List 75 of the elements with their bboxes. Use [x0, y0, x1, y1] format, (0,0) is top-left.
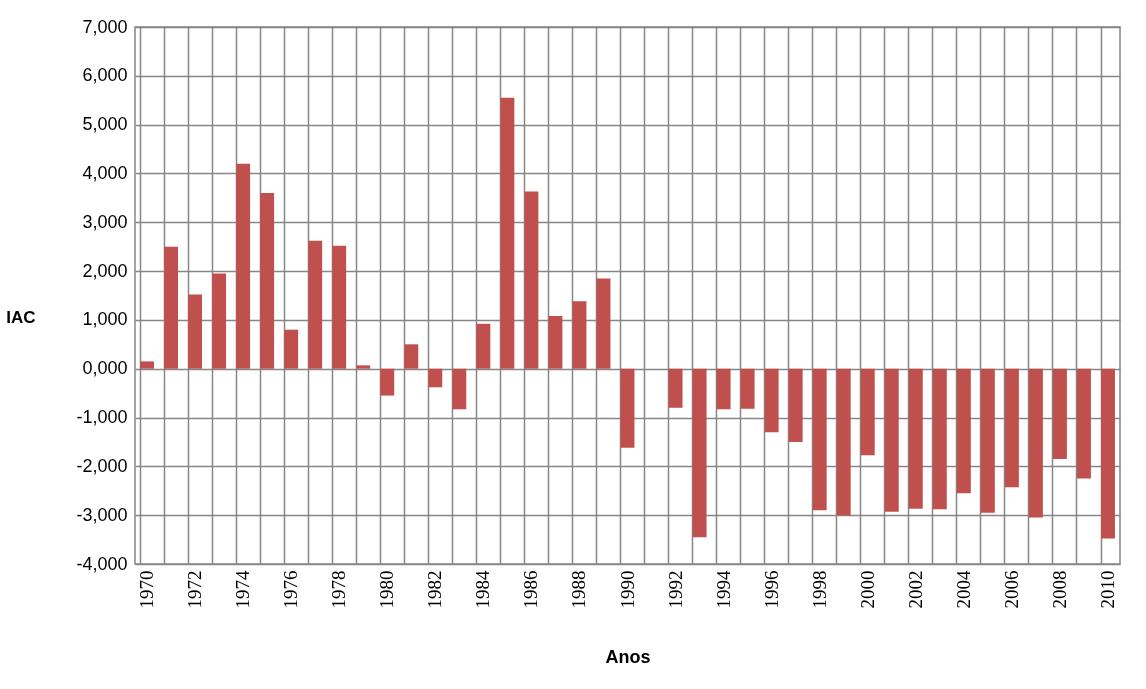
bar — [1028, 368, 1043, 518]
x-tick-label: 2004 — [952, 570, 974, 609]
x-tick-label: 1988 — [568, 570, 590, 609]
bar — [620, 368, 635, 448]
bar — [1004, 368, 1019, 488]
x-tick-label: 1972 — [184, 570, 206, 609]
bar — [788, 368, 803, 442]
bar — [884, 368, 899, 512]
y-tick-label: 2,000 — [82, 260, 128, 281]
bar — [212, 273, 227, 369]
bar — [908, 368, 923, 509]
bar — [932, 368, 947, 510]
x-tick-label: 1986 — [520, 570, 542, 609]
bar — [356, 365, 371, 369]
bar — [140, 361, 154, 369]
bar — [476, 323, 491, 369]
y-tick-label: -4,000 — [76, 553, 128, 574]
y-tick-label: 5,000 — [82, 114, 128, 135]
y-axis-title: IAC — [6, 307, 36, 327]
x-tick-label: 2002 — [904, 570, 926, 609]
bar — [236, 163, 251, 369]
y-tick-label: 0,000 — [82, 358, 128, 379]
x-tick-label: 2010 — [1096, 570, 1118, 609]
x-tick-label: 1978 — [328, 570, 350, 609]
y-tick-label: -1,000 — [76, 407, 128, 428]
x-axis-title: Anos — [605, 646, 651, 667]
y-tick-label: 3,000 — [82, 211, 128, 232]
bar — [764, 368, 779, 433]
x-tick-label: 1982 — [424, 570, 446, 609]
bar — [692, 368, 707, 538]
x-tick-label: 2000 — [856, 570, 878, 609]
bar — [500, 97, 515, 369]
bar — [404, 344, 419, 369]
y-tick-label: 4,000 — [82, 162, 128, 183]
bar — [524, 191, 539, 369]
bar — [980, 368, 995, 513]
bar — [812, 368, 827, 511]
bar — [572, 301, 587, 369]
bar — [260, 192, 275, 369]
bar — [1052, 368, 1067, 460]
x-tick-label: 1974 — [232, 570, 254, 609]
bar — [956, 368, 971, 494]
x-tick-label: 1994 — [712, 570, 734, 609]
bar — [836, 368, 851, 516]
x-tick-label: 1970 — [136, 570, 158, 609]
bar — [308, 240, 323, 369]
bar — [716, 368, 731, 410]
bar — [668, 368, 683, 408]
x-tick-label: 1998 — [808, 570, 830, 609]
x-tick-label: 1976 — [280, 570, 302, 609]
bar — [428, 368, 443, 388]
y-tick-label: 6,000 — [82, 65, 128, 86]
bar — [1101, 368, 1115, 539]
x-tick-label: 1996 — [760, 570, 782, 609]
bar — [380, 368, 395, 396]
y-tick-label: -2,000 — [76, 455, 128, 476]
bar — [452, 368, 467, 410]
bar — [548, 316, 563, 369]
bar — [188, 294, 203, 369]
bar — [284, 329, 299, 369]
x-tick-label: 1984 — [472, 570, 494, 609]
x-tick-label: 1990 — [616, 570, 638, 609]
y-tick-label: -3,000 — [76, 504, 128, 525]
bar — [164, 246, 178, 369]
x-tick-label: 2006 — [1000, 570, 1022, 609]
x-tick-label: 1992 — [664, 570, 686, 609]
bar — [332, 245, 347, 369]
bar — [596, 278, 611, 369]
x-tick-label: 1980 — [376, 570, 398, 609]
y-tick-label: 7,000 — [82, 16, 128, 37]
bar — [1077, 368, 1091, 479]
x-tick-label: 2008 — [1048, 570, 1070, 609]
y-tick-label: 1,000 — [82, 309, 128, 330]
bar — [860, 368, 875, 456]
bar — [740, 368, 755, 409]
